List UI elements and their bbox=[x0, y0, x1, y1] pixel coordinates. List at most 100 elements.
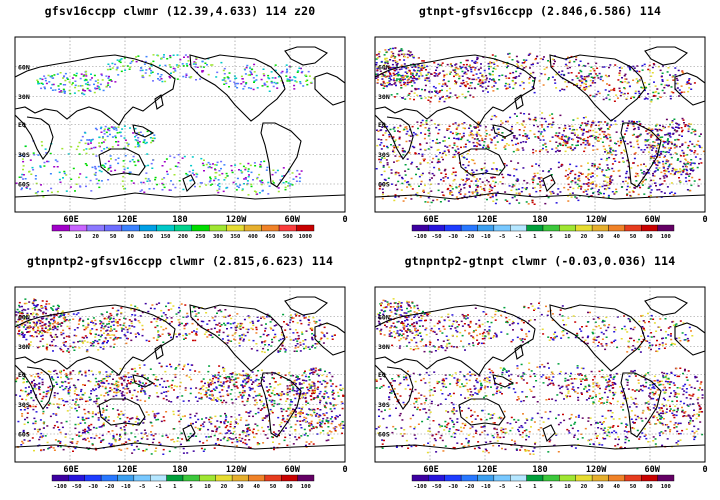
field-cell bbox=[264, 84, 267, 86]
field-cell bbox=[487, 144, 490, 146]
field-cell bbox=[115, 338, 118, 340]
field-cell bbox=[669, 173, 672, 175]
field-cell bbox=[570, 72, 573, 74]
field-cell bbox=[424, 89, 427, 91]
field-cell bbox=[322, 397, 325, 400]
field-cell bbox=[579, 172, 582, 174]
field-cell bbox=[321, 395, 324, 398]
field-cell bbox=[228, 86, 230, 88]
field-cell bbox=[630, 97, 632, 99]
field-cell bbox=[189, 387, 192, 390]
field-cell bbox=[23, 318, 26, 320]
field-cell bbox=[532, 71, 535, 74]
field-cell bbox=[603, 136, 605, 138]
field-cell bbox=[648, 132, 651, 134]
field-cell bbox=[645, 172, 648, 174]
field-cell bbox=[522, 135, 525, 137]
field-cell bbox=[567, 81, 570, 84]
field-cell bbox=[629, 69, 632, 71]
field-cell bbox=[215, 376, 218, 379]
field-cell bbox=[296, 343, 299, 345]
field-cell bbox=[32, 399, 35, 402]
field-cell bbox=[464, 66, 467, 69]
colorbar-label: 80 bbox=[127, 234, 134, 240]
field-cell bbox=[392, 136, 395, 138]
field-cell bbox=[516, 122, 519, 124]
field-cell bbox=[598, 92, 601, 95]
field-cell bbox=[472, 78, 475, 81]
field-cell bbox=[458, 190, 461, 193]
field-cell bbox=[272, 85, 275, 88]
field-cell bbox=[315, 321, 318, 323]
field-cell bbox=[651, 149, 654, 151]
field-cell bbox=[244, 442, 247, 445]
field-cell bbox=[615, 143, 618, 145]
field-cell bbox=[129, 62, 132, 64]
field-cell bbox=[655, 90, 658, 93]
field-cell bbox=[639, 186, 642, 189]
coastline bbox=[14, 114, 54, 160]
field-cell bbox=[636, 70, 639, 72]
field-cell bbox=[46, 407, 49, 409]
field-cell bbox=[644, 139, 647, 141]
field-cell bbox=[64, 380, 67, 383]
field-cell bbox=[598, 189, 600, 191]
colorbar-label: -1 bbox=[515, 234, 522, 240]
field-cell bbox=[150, 453, 153, 455]
field-cell bbox=[58, 178, 61, 181]
field-cell bbox=[123, 426, 126, 428]
field-cell bbox=[652, 63, 655, 65]
field-cell bbox=[404, 180, 406, 182]
field-cell bbox=[532, 148, 535, 151]
field-cell bbox=[586, 142, 589, 144]
field-cell bbox=[693, 145, 696, 148]
field-cell bbox=[419, 143, 422, 145]
field-cell bbox=[385, 159, 388, 161]
field-cell bbox=[512, 77, 515, 79]
field-cell bbox=[653, 161, 656, 163]
field-cell bbox=[100, 73, 103, 75]
field-cell bbox=[90, 147, 93, 150]
field-cell bbox=[606, 137, 609, 140]
field-cell bbox=[481, 79, 484, 81]
field-cell bbox=[284, 186, 287, 189]
field-cell bbox=[446, 95, 449, 97]
field-cell bbox=[134, 127, 137, 130]
field-cell bbox=[483, 189, 486, 191]
field-cell bbox=[80, 435, 83, 437]
field-cell bbox=[301, 70, 304, 73]
field-cell bbox=[282, 337, 285, 340]
field-cell bbox=[503, 146, 506, 149]
field-cell bbox=[298, 397, 301, 400]
field-cell bbox=[590, 126, 593, 128]
field-cell bbox=[659, 124, 661, 127]
field-cell bbox=[296, 420, 299, 422]
field-cell bbox=[573, 134, 576, 136]
field-cell bbox=[257, 370, 260, 372]
field-cell bbox=[393, 96, 396, 98]
field-cell bbox=[413, 75, 415, 78]
field-cell bbox=[496, 170, 499, 172]
field-cell bbox=[126, 392, 129, 394]
field-cell bbox=[46, 425, 49, 427]
field-cell bbox=[592, 149, 595, 151]
field-cell bbox=[274, 77, 277, 79]
field-cell bbox=[84, 422, 87, 424]
field-cell bbox=[87, 426, 90, 429]
field-cell bbox=[539, 133, 542, 135]
field-cell bbox=[515, 188, 518, 191]
field-cell bbox=[555, 87, 558, 89]
field-cell bbox=[35, 383, 38, 386]
field-cell bbox=[272, 182, 275, 184]
field-cell bbox=[651, 133, 654, 135]
field-cell bbox=[643, 63, 646, 66]
field-cell bbox=[662, 165, 665, 168]
field-cell bbox=[392, 128, 395, 130]
field-cell bbox=[211, 64, 214, 66]
field-cell bbox=[586, 122, 589, 125]
field-cell bbox=[466, 83, 469, 85]
lon-label: 120W bbox=[586, 215, 607, 225]
field-cell bbox=[125, 342, 128, 345]
field-cell bbox=[472, 96, 475, 98]
